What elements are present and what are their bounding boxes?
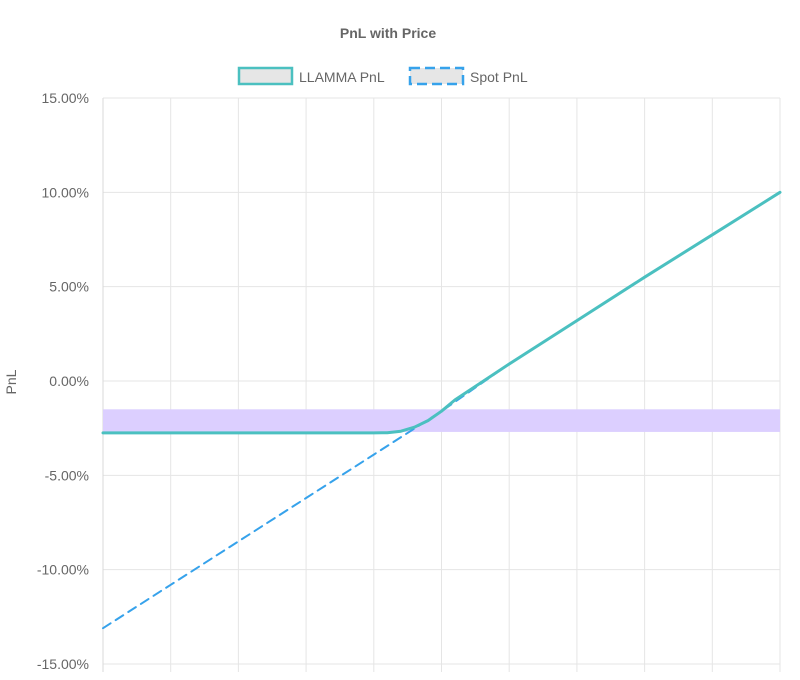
- y-axis-title: PnL: [3, 369, 19, 394]
- legend-swatch-llamma: [237, 66, 294, 86]
- series-line-llamma: [101, 190, 782, 435]
- grid: [102, 97, 781, 672]
- legend-swatch-spot: [408, 66, 465, 86]
- y-axis-ticks: 15.00% 10.00% 5.00% 0.00% -5.00% -10.00% -15.0…: [37, 90, 89, 672]
- legend-item-llamma[interactable]: LLAMMA PnL: [237, 66, 385, 86]
- legend-label-llamma: LLAMMA PnL: [299, 69, 385, 85]
- y-tick-label: -5.00%: [45, 467, 89, 483]
- series-layer: [101, 190, 782, 630]
- y-tick-label: 0.00%: [49, 373, 89, 389]
- highlight-band: [103, 409, 780, 432]
- y-tick-label: 5.00%: [49, 279, 89, 295]
- series-line-spot: [102, 191, 781, 630]
- legend-item-spot[interactable]: Spot PnL: [408, 66, 528, 86]
- y-tick-label: -10.00%: [37, 562, 89, 578]
- y-tick-label: -15.00%: [37, 656, 89, 672]
- legend-label-spot: Spot PnL: [470, 69, 528, 85]
- legend[interactable]: LLAMMA PnL Spot PnL: [237, 66, 528, 86]
- y-tick-label: 15.00%: [42, 90, 89, 106]
- y-tick-label: 10.00%: [42, 184, 89, 200]
- chart-title: PnL with Price: [340, 25, 436, 41]
